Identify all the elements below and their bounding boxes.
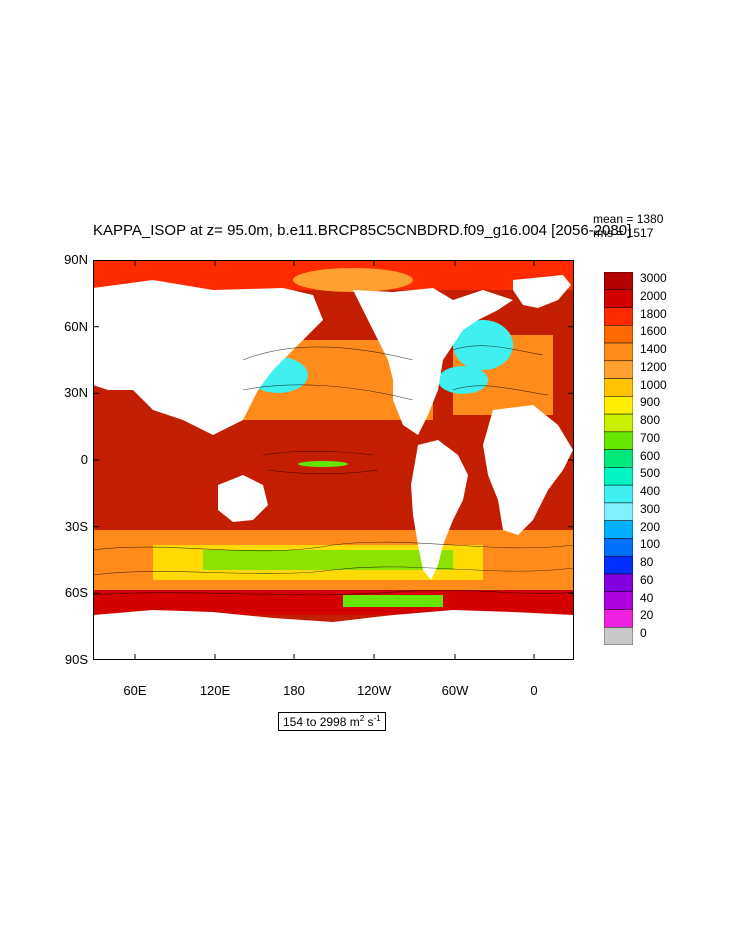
colorbar-label: 2000 — [640, 288, 667, 303]
colorbar-swatch — [604, 520, 633, 539]
arctic-patch — [293, 268, 413, 292]
colorbar-swatch — [604, 413, 633, 433]
colorbar-swatch — [604, 449, 633, 468]
colorbar-label: 100 — [640, 537, 661, 552]
y-tick-label: 30S — [64, 519, 88, 534]
x-tick-label: 120W — [357, 683, 391, 698]
colorbar-swatch — [604, 467, 633, 486]
colorbar-label: 1400 — [640, 342, 667, 357]
y-tick-label: 30N — [64, 385, 88, 400]
colorbar-swatch — [604, 609, 633, 628]
colorbar-label: 500 — [640, 466, 661, 481]
land-australia — [218, 475, 268, 522]
colorbar-swatch — [604, 573, 633, 592]
colorbar-swatch — [604, 484, 633, 504]
antarctic-green — [343, 595, 443, 607]
colorbar — [604, 272, 633, 645]
colorbar-label: 400 — [640, 484, 661, 499]
colorbar-label: 600 — [640, 448, 661, 463]
colorbar-swatch — [604, 342, 633, 362]
colorbar-label: 80 — [640, 555, 654, 570]
colorbar-swatch — [604, 431, 633, 450]
x-tick-label: 0 — [530, 683, 538, 698]
colorbar-label: 1600 — [640, 324, 667, 339]
colorbar-label: 20 — [640, 608, 654, 623]
colorbar-label: 40 — [640, 590, 654, 605]
colorbar-label: 1800 — [640, 306, 667, 321]
land-africa — [483, 405, 573, 535]
y-tick-label: 0 — [80, 452, 88, 467]
colorbar-label: 700 — [640, 430, 661, 445]
x-tick-label: 120E — [199, 683, 231, 698]
colorbar-label: 1000 — [640, 377, 667, 392]
colorbar-swatch — [604, 626, 633, 645]
colorbar-swatch — [604, 360, 633, 379]
colorbar-label: 300 — [640, 501, 661, 516]
colorbar-label: 900 — [640, 395, 661, 410]
range-exp2: -1 — [373, 714, 381, 723]
colorbar-swatch — [604, 378, 633, 397]
land-north-america — [353, 288, 513, 435]
x-tick-label: 180 — [283, 683, 305, 698]
colorbar-label: 3000 — [640, 271, 667, 285]
equatorial-green — [298, 461, 348, 467]
land-greenland — [513, 275, 571, 308]
y-tick-label: 90S — [64, 652, 88, 667]
x-tick-label: 60E — [123, 683, 147, 698]
colorbar-swatch — [604, 591, 633, 610]
data-range-box: 154 to 2998 m2 s-1 — [278, 712, 386, 731]
land-south-america — [411, 440, 468, 580]
colorbar-swatch — [604, 272, 633, 291]
range-mid: s — [364, 715, 374, 729]
land-antarctica — [93, 610, 574, 660]
y-tick-label: 90N — [64, 252, 88, 267]
mean-stat: mean = 1380 — [593, 212, 664, 226]
land-eurasia — [93, 280, 323, 435]
colorbar-swatch — [604, 538, 633, 557]
colorbar-label: 1200 — [640, 359, 667, 374]
low-patch-labrador — [453, 320, 513, 370]
contour-lines — [93, 345, 574, 596]
ocean-map — [93, 260, 574, 660]
colorbar-swatch — [604, 502, 633, 521]
band-southern-green — [203, 550, 453, 570]
colorbar-swatch — [604, 325, 633, 344]
low-patch-sw-atlantic — [438, 366, 488, 394]
colorbar-label: 200 — [640, 519, 661, 534]
tick-marks — [93, 260, 574, 660]
range-text: 154 to 2998 m — [283, 715, 360, 729]
colorbar-swatch — [604, 396, 633, 415]
colorbar-swatch — [604, 307, 633, 326]
range-exp1: 2 — [359, 714, 365, 723]
x-tick-label: 60W — [441, 683, 469, 698]
colorbar-swatch — [604, 289, 633, 308]
rms-stat: rms = 1517 — [593, 226, 654, 240]
plot-title: KAPPA_ISOP at z= 95.0m, b.e11.BRCP85C5CN… — [93, 222, 632, 239]
colorbar-swatch — [604, 555, 633, 575]
colorbar-label: 60 — [640, 572, 654, 587]
colorbar-label: 800 — [640, 413, 661, 428]
y-tick-label: 60S — [64, 585, 88, 600]
y-tick-label: 60N — [64, 319, 88, 334]
colorbar-label: 0 — [640, 626, 647, 641]
